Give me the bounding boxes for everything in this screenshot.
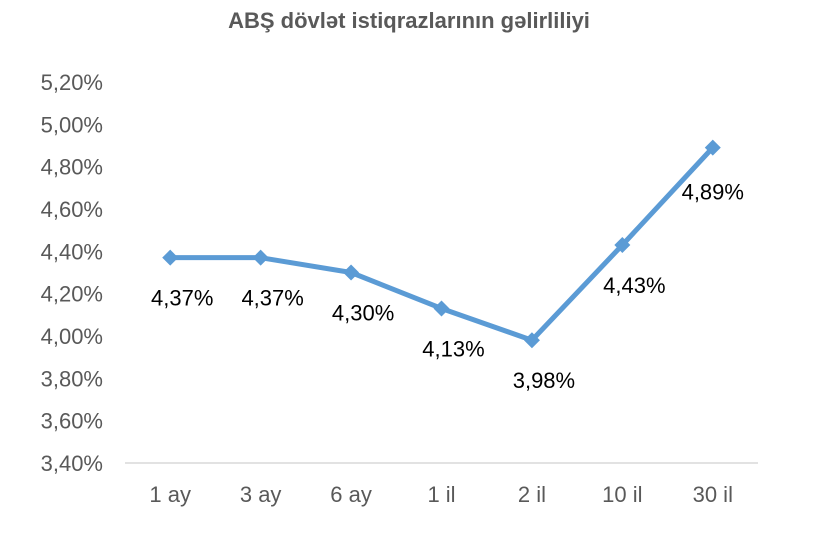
x-tick-label: 1 ay <box>149 482 191 507</box>
y-tick-label: 3,80% <box>41 366 103 391</box>
x-tick-label: 10 il <box>602 482 642 507</box>
data-label: 4,30% <box>332 301 394 326</box>
x-tick-label: 2 il <box>518 482 546 507</box>
y-tick-label: 4,40% <box>41 239 103 264</box>
y-tick-label: 4,60% <box>41 197 103 222</box>
y-tick-label: 5,20% <box>41 70 103 95</box>
y-tick-label: 4,20% <box>41 282 103 307</box>
y-tick-label: 3,60% <box>41 409 103 434</box>
data-point-marker <box>523 332 540 349</box>
y-tick-label: 3,40% <box>41 451 103 476</box>
data-label: 4,13% <box>422 336 484 361</box>
data-label: 4,89% <box>682 180 744 205</box>
data-point-marker <box>252 249 269 266</box>
data-point-marker <box>614 236 631 253</box>
x-tick-label: 30 il <box>693 482 733 507</box>
x-tick-label: 3 ay <box>240 482 282 507</box>
x-tick-label: 1 il <box>427 482 455 507</box>
data-point-marker <box>162 249 179 266</box>
y-tick-label: 5,00% <box>41 112 103 137</box>
chart-title: ABŞ dövlət istiqrazlarının gəlirliliyi <box>228 8 590 33</box>
data-label: 3,98% <box>513 368 575 393</box>
y-tick-label: 4,00% <box>41 324 103 349</box>
data-point-marker <box>704 139 721 156</box>
data-point-marker <box>433 300 450 317</box>
data-point-marker <box>343 264 360 281</box>
x-tick-label: 6 ay <box>330 482 372 507</box>
data-label: 4,43% <box>603 273 665 298</box>
data-label: 4,37% <box>151 286 213 311</box>
y-tick-label: 4,80% <box>41 155 103 180</box>
data-label: 4,37% <box>241 286 303 311</box>
